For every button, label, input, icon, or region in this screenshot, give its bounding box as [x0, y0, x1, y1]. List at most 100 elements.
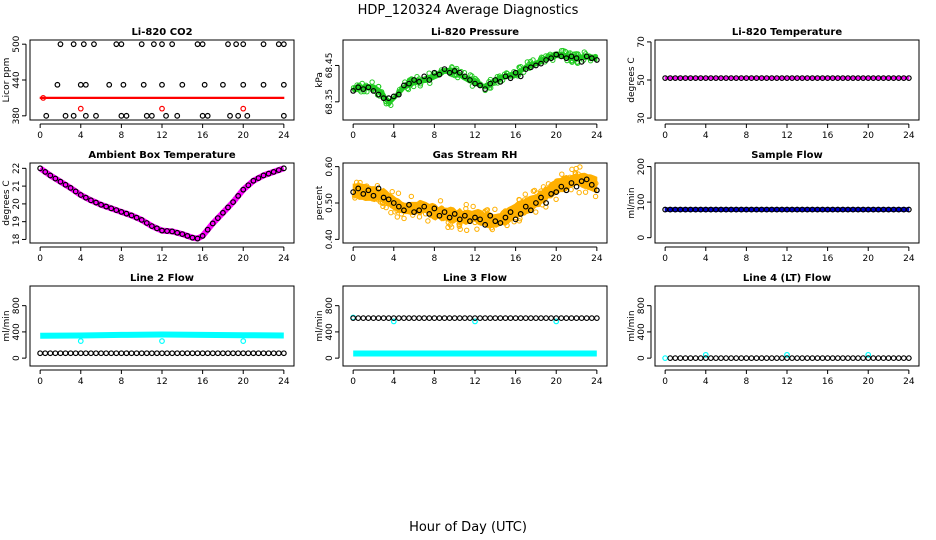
scatter-point [504, 222, 510, 229]
data-point [390, 315, 397, 322]
data-point [113, 207, 120, 214]
panel-title: Ambient Box Temperature [88, 150, 235, 161]
y-tick-label: 68.35 [325, 89, 335, 115]
y-tick-label: 200 [637, 158, 647, 175]
data-point [758, 355, 765, 362]
scatter-point [516, 196, 522, 203]
scatter-point [483, 207, 490, 213]
x-tick-label: 24 [278, 254, 290, 264]
data-point [593, 187, 600, 194]
data-point [814, 355, 821, 362]
x-tick-label: 8 [744, 254, 750, 264]
y-tick-label: 380 [12, 107, 22, 124]
data-point [738, 355, 745, 362]
plot-area [350, 47, 600, 108]
y-tick-label: 800 [325, 297, 335, 314]
data-point [502, 315, 509, 322]
scatter-point [438, 67, 445, 73]
y-tick-label: 19 [12, 216, 22, 228]
data-point [220, 209, 226, 216]
x-tick-label: 8 [119, 377, 125, 387]
x-axis: 0 4 8 12 16 20 24 [662, 369, 915, 387]
data-point [401, 207, 407, 214]
data-point [426, 211, 433, 217]
plot-frame [654, 162, 920, 244]
x-tick-label: 12 [156, 254, 167, 264]
y-tick-label: 18 [12, 233, 22, 245]
x-axis: 0 4 8 12 16 20 24 [350, 246, 603, 264]
series-black [667, 355, 912, 362]
data-point [250, 350, 257, 357]
data-point [527, 207, 534, 214]
data-point [194, 350, 201, 357]
data-point [743, 355, 750, 362]
data-point [225, 41, 231, 48]
data-point [123, 350, 130, 357]
data-point [748, 355, 755, 362]
panel-ylabel: ml/min [627, 187, 637, 218]
data-point [395, 315, 402, 322]
y-tick-label: 0 [325, 355, 335, 361]
data-point [702, 355, 709, 362]
data-point [672, 355, 679, 362]
data-point [406, 201, 412, 208]
plot-frame [29, 162, 295, 244]
x-tick-label: 20 [238, 131, 250, 141]
y-tick-label: 0 [12, 355, 22, 361]
plot-area [37, 165, 287, 242]
x-axis: 0 4 8 12 16 20 24 [662, 246, 915, 264]
data-point [421, 315, 428, 322]
data-point [763, 355, 770, 362]
plot-area [662, 75, 912, 81]
data-point [62, 350, 69, 357]
data-point [416, 315, 423, 322]
data-point [118, 112, 125, 119]
data-point [426, 77, 433, 83]
y-tick-label: 30 [637, 112, 647, 124]
y-tick-label: 21 [12, 180, 22, 191]
data-point [72, 350, 79, 357]
x-tick-label: 24 [903, 254, 915, 264]
y-tick-label: 0.40 [325, 229, 335, 249]
scatter-point [559, 171, 565, 177]
x-tick-label: 20 [551, 254, 563, 264]
data-point [240, 186, 247, 193]
data-point [573, 183, 580, 190]
plot-frame [654, 39, 920, 121]
data-point [880, 355, 887, 362]
data-point [113, 350, 120, 357]
scatter-point [456, 218, 463, 225]
panel-ambient: Ambient Box Temperature degrees C 0 4 8 12 16 2… [2, 150, 295, 264]
data-point [461, 212, 468, 219]
y-tick-label: 400 [637, 323, 647, 340]
scatter-point [405, 86, 412, 93]
data-point [905, 75, 912, 81]
data-point [477, 82, 483, 89]
data-point [446, 315, 453, 322]
data-point [578, 178, 585, 185]
panel-title: Line 2 Flow [130, 273, 194, 284]
data-point [72, 188, 79, 195]
scatter-point [581, 49, 588, 55]
y-tick-label: 0 [637, 355, 647, 361]
y-axis: 30 50 70 [637, 36, 652, 124]
data-point [70, 41, 77, 48]
data-point [199, 232, 206, 239]
data-point [169, 228, 176, 235]
y-axis: 0 400 800 [325, 297, 340, 361]
data-point [697, 355, 704, 362]
series-cyan [40, 331, 284, 339]
x-tick-label: 0 [350, 254, 356, 264]
figure-title: HDP_120324 Average Diagnostics [358, 3, 579, 18]
data-point [77, 105, 84, 112]
panel-title: Li-820 Temperature [732, 27, 842, 38]
data-point [154, 225, 160, 232]
data-point [209, 350, 216, 357]
data-point [753, 355, 760, 362]
data-point [174, 229, 181, 236]
data-point [225, 350, 231, 357]
data-point [558, 183, 565, 190]
data-point [209, 220, 216, 227]
scatter-point [522, 191, 528, 197]
data-point [154, 350, 160, 357]
